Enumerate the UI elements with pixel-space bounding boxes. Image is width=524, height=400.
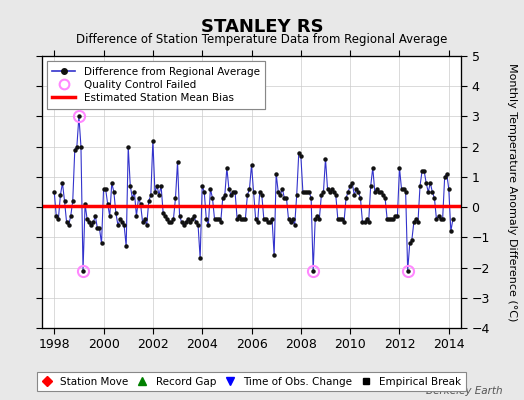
Text: Berkeley Earth: Berkeley Earth — [427, 386, 503, 396]
Legend: Difference from Regional Average, Quality Control Failed, Estimated Station Mean: Difference from Regional Average, Qualit… — [47, 61, 265, 108]
Legend: Station Move, Record Gap, Time of Obs. Change, Empirical Break: Station Move, Record Gap, Time of Obs. C… — [38, 372, 465, 391]
Text: Difference of Station Temperature Data from Regional Average: Difference of Station Temperature Data f… — [77, 33, 447, 46]
Text: STANLEY RS: STANLEY RS — [201, 18, 323, 36]
Y-axis label: Monthly Temperature Anomaly Difference (°C): Monthly Temperature Anomaly Difference (… — [507, 63, 517, 321]
